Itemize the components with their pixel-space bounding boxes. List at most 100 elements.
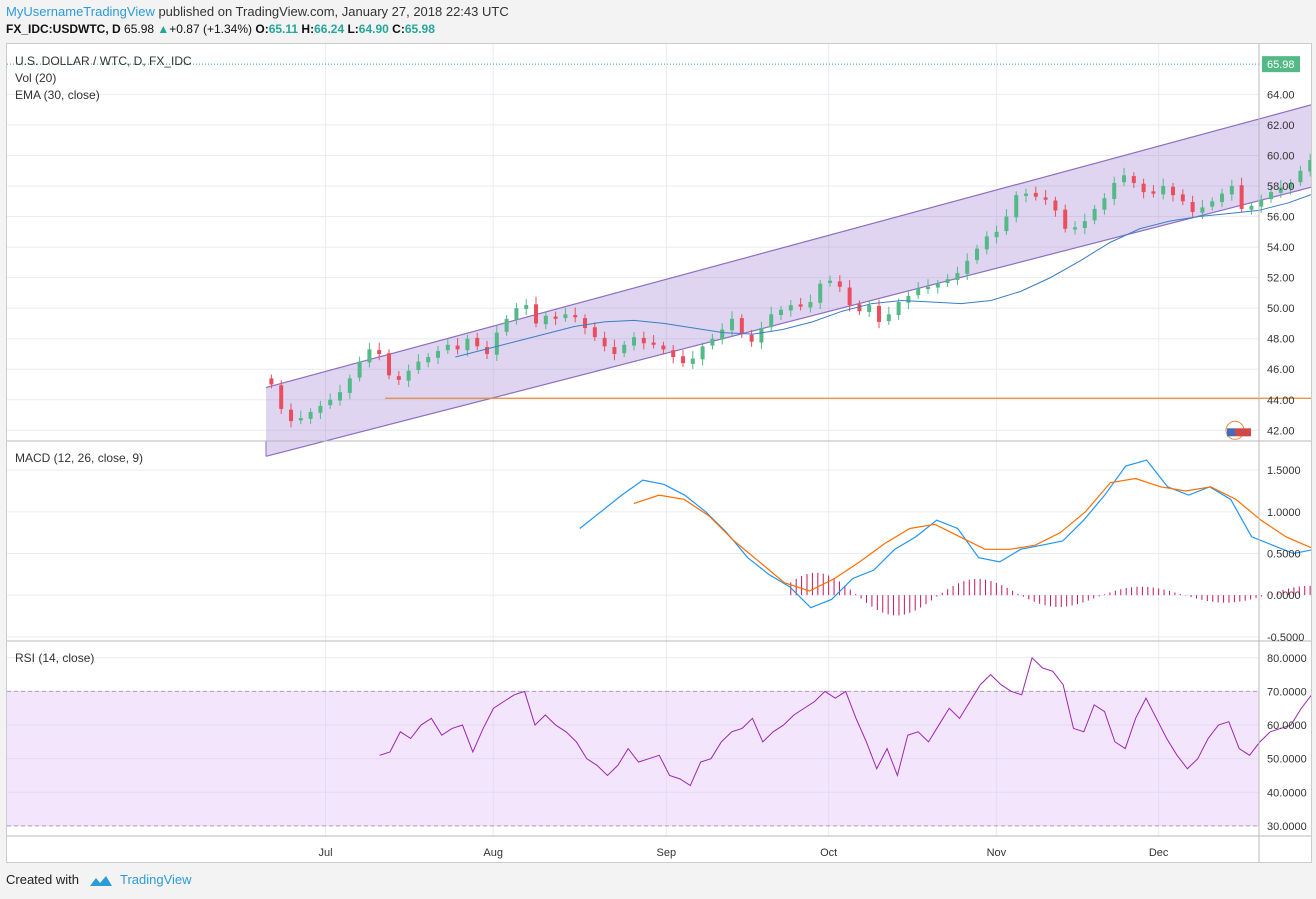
channel-upper-line	[265, 102, 1316, 389]
candle	[1239, 185, 1244, 209]
candle	[837, 281, 842, 287]
candle	[808, 302, 813, 308]
candle	[1092, 208, 1097, 221]
candle	[710, 338, 715, 346]
price-tick-label: 62.00	[1267, 120, 1295, 132]
candle	[475, 337, 480, 347]
change-up-icon: ▲	[157, 22, 170, 36]
candle	[916, 288, 921, 296]
candle	[857, 304, 862, 312]
candle	[1151, 191, 1156, 194]
candle	[1122, 175, 1127, 183]
macd-legend: MACD (12, 26, close, 9)	[15, 451, 143, 465]
candle	[906, 295, 911, 303]
candle	[877, 305, 882, 322]
candle	[700, 346, 705, 360]
macd-tick-label: 1.0000	[1267, 507, 1301, 519]
candle	[1298, 170, 1303, 183]
candle	[1053, 200, 1058, 211]
tradingview-link[interactable]: TradingView	[120, 872, 192, 887]
candle	[749, 334, 754, 342]
chart-header: MyUsernameTradingView published on Tradi…	[0, 0, 1316, 42]
candle	[1112, 182, 1117, 199]
candle	[318, 405, 323, 413]
candle	[445, 344, 450, 351]
chart-svg[interactable]: 65.98 42.00 44.00 46.00 48.00 50.00 52.00 54.00…	[7, 44, 1316, 862]
candle	[583, 318, 588, 329]
us-flag-icon	[1227, 428, 1235, 437]
candle	[1278, 187, 1283, 193]
candle	[1229, 186, 1234, 195]
candle	[1082, 221, 1087, 228]
candle	[1190, 202, 1195, 212]
price-tick-label: 46.00	[1267, 364, 1295, 376]
price-legend-item: EMA (30, close)	[15, 88, 100, 102]
candle	[543, 315, 548, 325]
candle	[338, 392, 343, 401]
candle	[269, 378, 274, 385]
signal-line	[633, 477, 1316, 592]
candle	[465, 338, 470, 351]
price-tick-label: 50.00	[1267, 303, 1295, 315]
candle	[1259, 199, 1264, 207]
candle	[1024, 193, 1029, 196]
candle	[975, 248, 980, 261]
candle	[1014, 195, 1019, 218]
price-pane[interactable]	[7, 58, 1316, 457]
candle	[1200, 207, 1205, 213]
footer: Created with TradingView	[6, 872, 192, 888]
candle	[289, 409, 294, 422]
candle	[1004, 216, 1009, 232]
rsi-pane[interactable]	[7, 648, 1316, 827]
tradingview-logo-icon	[89, 875, 112, 886]
candle	[955, 273, 960, 280]
candle	[387, 353, 392, 376]
candle	[416, 361, 421, 370]
candle	[1033, 192, 1038, 197]
candle	[455, 345, 460, 350]
price-tick-label: 42.00	[1267, 425, 1295, 437]
candle	[298, 418, 303, 421]
candle	[308, 411, 313, 419]
candle	[1171, 186, 1176, 196]
candle	[759, 328, 764, 343]
price-legend-item: Vol (20)	[15, 71, 56, 85]
candle	[935, 283, 940, 288]
chart-area[interactable]: 65.98 42.00 44.00 46.00 48.00 50.00 52.00 54.00…	[6, 43, 1316, 863]
time-tick-label: Nov	[987, 847, 1007, 859]
price-tick-label: 54.00	[1267, 242, 1295, 254]
candle	[1043, 197, 1048, 200]
candle	[681, 356, 686, 364]
time-tick-label: Jul	[318, 847, 332, 859]
candle	[798, 304, 803, 307]
candle	[1073, 227, 1078, 230]
username-link[interactable]: MyUsernameTradingView	[6, 4, 155, 19]
candle	[602, 337, 607, 347]
candle	[357, 361, 362, 378]
candle	[779, 309, 784, 316]
candle	[1141, 183, 1146, 193]
candle	[886, 314, 891, 322]
candle	[896, 302, 901, 316]
candle	[847, 287, 852, 306]
price-tick-label: 56.00	[1267, 212, 1295, 224]
price-tick-label: 52.00	[1267, 273, 1295, 285]
low-value: 64.90	[358, 22, 389, 36]
rsi-tick-label: 60.0000	[1267, 720, 1307, 732]
candle	[553, 316, 558, 319]
high-label: H:	[301, 22, 315, 36]
candle	[563, 314, 568, 319]
price-tick-label: 48.00	[1267, 334, 1295, 346]
price-tick-label: 44.00	[1267, 395, 1295, 407]
candle	[769, 314, 774, 328]
candle	[573, 315, 578, 318]
candle	[651, 342, 656, 345]
candle	[377, 350, 382, 354]
price-tick-label: 60.00	[1267, 150, 1295, 162]
legends: U.S. DOLLAR / WTC, D, FX_IDC Vol (20) EMA …	[15, 54, 192, 665]
macd-pane[interactable]	[579, 452, 1316, 616]
time-tick-label: Dec	[1149, 847, 1169, 859]
high-value: 66.24	[314, 22, 345, 36]
open-label: O:	[255, 22, 269, 36]
candle	[661, 345, 666, 350]
